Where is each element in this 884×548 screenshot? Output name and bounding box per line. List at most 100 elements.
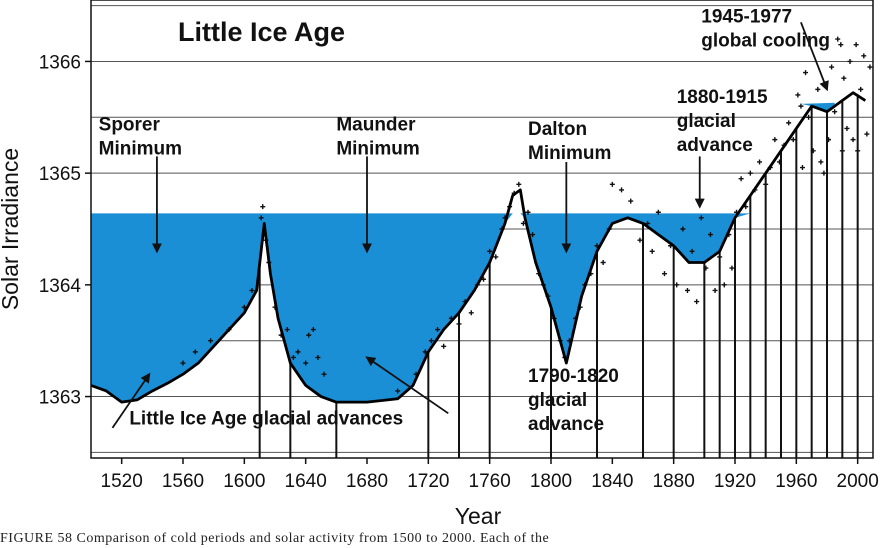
leader-arrow	[365, 356, 449, 415]
annotation-line: glacial	[528, 390, 587, 411]
annotation-line: Sporer	[99, 115, 161, 136]
data-point	[395, 388, 401, 394]
data-point	[832, 109, 838, 115]
annotation-label: Little Ice Age glacial advances	[129, 408, 403, 429]
data-point	[674, 282, 680, 288]
data-point	[694, 299, 700, 305]
data-point	[829, 64, 835, 70]
data-point	[637, 237, 643, 243]
annotation-line: advance	[677, 135, 753, 156]
data-point	[609, 181, 615, 187]
data-point	[763, 181, 769, 187]
annotations: Sporer Minimum Maunder Minimum Dalton Minimum…	[99, 6, 830, 435]
data-point	[861, 53, 867, 59]
x-tick-label: 1600	[223, 471, 265, 492]
data-point	[757, 159, 763, 165]
x-tick-label: 1840	[591, 471, 633, 492]
data-point	[847, 58, 853, 64]
data-point	[456, 321, 462, 327]
x-tick-label: 1920	[714, 471, 756, 492]
x-tick-label: 1800	[530, 471, 572, 492]
data-point	[258, 215, 264, 221]
x-tick-label: 1960	[775, 471, 817, 492]
data-point	[435, 327, 441, 333]
data-point	[698, 215, 704, 221]
data-point	[838, 42, 844, 48]
annotation-label: 1880-1915 glacial advance	[677, 87, 768, 156]
annotation-label: Dalton Minimum	[528, 119, 611, 164]
x-tick-label: 1880	[653, 471, 695, 492]
annotation-line: advance	[528, 414, 604, 435]
data-point	[821, 170, 827, 176]
irradiance-line	[91, 91, 867, 404]
data-point	[835, 36, 841, 42]
data-point	[717, 254, 723, 260]
annotation-line: global cooling	[701, 30, 830, 51]
data-point	[864, 131, 870, 137]
data-point	[655, 209, 661, 215]
data-point	[799, 165, 805, 171]
data-point	[516, 181, 522, 187]
y-axis-ticks: 1363 1364 1365 1366	[39, 52, 91, 409]
data-point	[776, 159, 782, 165]
data-point	[525, 209, 531, 215]
data-point	[619, 187, 625, 193]
data-point	[295, 349, 301, 355]
x-axis-label: Year	[455, 503, 502, 529]
data-point	[290, 354, 296, 360]
data-point	[661, 271, 667, 277]
data-point	[684, 287, 690, 293]
data-point	[747, 170, 753, 176]
data-point	[803, 70, 809, 76]
data-point	[208, 338, 214, 344]
y-tick-label: 1363	[39, 388, 81, 409]
data-point	[315, 354, 321, 360]
data-point	[839, 148, 845, 154]
y-axis-label: Solar Irradiance	[0, 148, 23, 310]
plot-frame	[90, 0, 874, 459]
annotation-line: Little Ice Age glacial advances	[129, 408, 403, 429]
year-bars	[258, 95, 859, 458]
annotation-line: Minimum	[336, 139, 419, 160]
data-point	[493, 254, 499, 260]
shaded-minimum-region	[91, 213, 866, 403]
data-point	[249, 287, 255, 293]
data-point	[738, 176, 744, 182]
annotation-label: Maunder Minimum	[336, 115, 419, 160]
annotation-label: 1945-1977 global cooling	[701, 6, 830, 51]
data-point	[818, 159, 824, 165]
y-tick-label: 1365	[39, 164, 81, 185]
data-point	[260, 204, 266, 210]
annotation-arrows	[111, 22, 829, 429]
data-point	[600, 260, 606, 266]
x-tick-label: 1720	[407, 471, 449, 492]
data-point	[855, 148, 861, 154]
annotation-line: 1880-1915	[677, 87, 768, 108]
data-point	[284, 327, 290, 333]
solar-irradiance-chart: 1363 1364 1365 1366 1520 1560 1600 1640 1680 172…	[0, 0, 879, 529]
data-point	[806, 114, 812, 120]
data-point	[707, 232, 713, 238]
data-point	[180, 360, 186, 366]
data-point	[867, 64, 873, 70]
data-point	[680, 226, 686, 232]
annotation-line: Maunder	[336, 115, 416, 136]
data-point	[844, 125, 850, 131]
data-point	[772, 137, 778, 143]
y-tick-label: 1364	[39, 276, 82, 297]
data-point	[798, 103, 804, 109]
x-tick-label: 2000	[837, 471, 879, 492]
data-point	[530, 232, 536, 238]
y-tick-label: 1366	[39, 52, 81, 73]
data-point	[428, 338, 434, 344]
data-point	[487, 248, 493, 254]
data-point	[712, 287, 718, 293]
chart-title: Little Ice Age	[178, 17, 345, 47]
x-tick-label: 1560	[162, 471, 204, 492]
x-tick-label: 1760	[469, 471, 511, 492]
data-point	[853, 42, 859, 48]
data-point	[790, 137, 796, 143]
data-point	[468, 310, 474, 316]
data-point	[306, 332, 312, 338]
x-tick-label: 1680	[346, 471, 388, 492]
